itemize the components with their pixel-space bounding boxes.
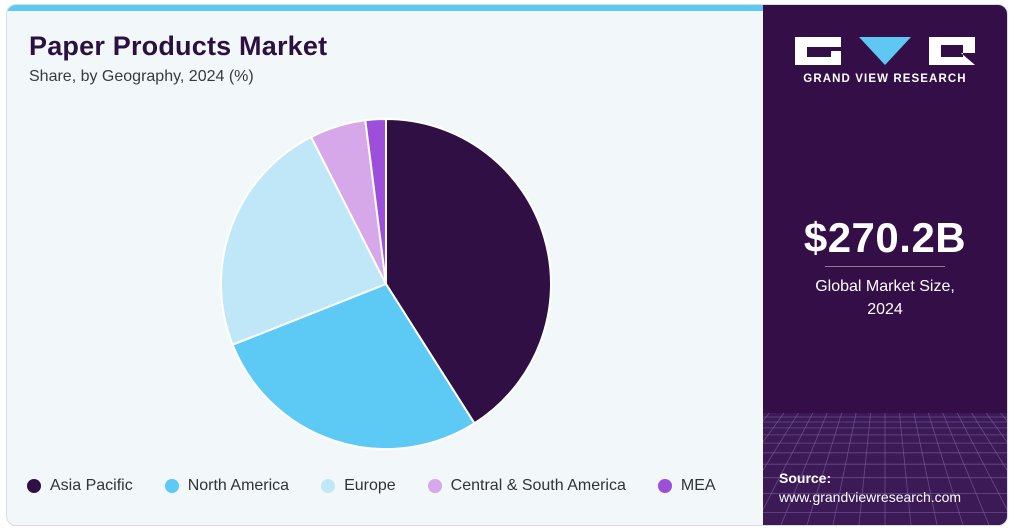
legend-label: Asia Pacific [50, 477, 133, 494]
market-size-label: Global Market Size, 2024 [763, 275, 1007, 321]
source-label: Source: [779, 470, 832, 486]
side-panel: GRAND VIEW RESEARCH $270.2B Global Marke… [763, 5, 1007, 525]
grand-view-research-logo [795, 37, 975, 65]
legend-swatch [27, 479, 41, 493]
legend-swatch [427, 479, 442, 493]
decorative-grid [763, 413, 1007, 525]
chart-subtitle: Share, by Geography, 2024 (%) [29, 68, 254, 85]
market-size-label-line1: Global Market Size, [815, 278, 955, 295]
grid-line [763, 413, 799, 471]
source-url[interactable]: www.grandviewresearch.com [779, 489, 962, 505]
grid-line [806, 413, 843, 525]
legend-swatch [164, 479, 179, 493]
legend-swatch [321, 479, 336, 493]
source-block: Source: www.grandviewresearch.com [779, 469, 961, 507]
legend-label: North America [187, 477, 290, 494]
pie-chart [220, 118, 552, 450]
legend-item-asia-pacific: Asia Pacific [27, 477, 133, 495]
grid-line [971, 413, 1007, 471]
chart-legend: Asia Pacific North America Europe Central &… [27, 477, 716, 495]
grid-line [899, 413, 912, 525]
grid-line [927, 413, 964, 525]
divider [825, 266, 945, 267]
legend-item-europe: Europe [321, 477, 396, 495]
legend-label: Central & South America [450, 477, 626, 494]
chart-title: Paper Products Market [29, 31, 328, 61]
legend-swatch [657, 479, 672, 493]
accent-bar [7, 5, 763, 11]
grid-line [956, 413, 1007, 511]
grid-line [985, 413, 1007, 443]
grid-line [913, 413, 938, 525]
grid-line [780, 413, 828, 525]
legend-item-north-america: North America [164, 477, 290, 495]
legend-label: Europe [344, 477, 396, 494]
grid-line [942, 413, 990, 525]
pie-slice-north-america [231, 283, 476, 450]
grid-line [763, 413, 785, 443]
legend-item-central-south-america: Central & South America [427, 477, 626, 495]
pie-slice-mea [364, 118, 387, 285]
legend-item-mea: MEA [657, 477, 716, 495]
chart-card: Paper Products Market Share, by Geograph… [6, 4, 1008, 526]
grid-line [763, 413, 814, 511]
grid-line [832, 413, 857, 525]
pie-slice-europe [220, 135, 387, 346]
market-size-value: $270.2B [803, 214, 967, 261]
legend-label: MEA [680, 477, 716, 494]
grid-line [858, 413, 871, 525]
logo-text: GRAND VIEW RESEARCH [803, 73, 967, 85]
market-size-label-line2: 2024 [867, 301, 903, 318]
